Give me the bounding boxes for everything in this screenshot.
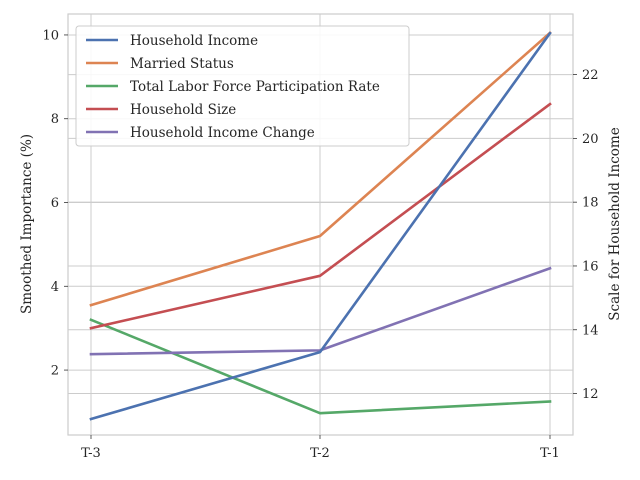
legend-label-household-size: Household Size — [130, 102, 236, 118]
y-axis-label-right: Scale for Household Income — [607, 127, 623, 320]
series-line-total-labor-force-participation-rate — [89, 318, 552, 415]
legend-label-household-income-change: Household Income Change — [130, 125, 315, 141]
legend: Household Income Married Status Total La… — [75, 25, 410, 147]
x-tick-label: T-2 — [310, 446, 330, 461]
legend-box — [75, 25, 410, 147]
y-tick-label-left: 4 — [51, 280, 59, 295]
legend-label-labor-force: Total Labor Force Participation Rate — [130, 79, 380, 95]
y-tick-label-left: 2 — [51, 364, 59, 379]
y-tick-label-right: 18 — [582, 196, 599, 211]
series-line-household-size — [89, 102, 552, 330]
y-tick-label-right: 16 — [582, 259, 599, 274]
axis-layer: T-3 T-2 T-1 2 4 6 8 10 12 14 16 18 20 22 — [42, 28, 598, 461]
y-tick-label-left: 8 — [51, 112, 59, 127]
y-tick-label-left: 10 — [42, 28, 59, 43]
series-layer — [89, 31, 552, 421]
y-tick-label-right: 20 — [582, 132, 599, 147]
series-line-married-status — [89, 31, 552, 307]
legend-label-household-income: Household Income — [130, 33, 258, 49]
y-axis-label-left: Smoothed Importance (%) — [19, 134, 35, 314]
y-tick-label-right: 14 — [582, 323, 599, 338]
y-tick-label-right: 12 — [582, 387, 599, 402]
series-line-household-income — [89, 31, 552, 421]
x-tick-label: T-1 — [540, 446, 560, 461]
legend-label-married-status: Married Status — [130, 56, 234, 72]
plot-frame — [67, 13, 574, 436]
x-tick-label: T-3 — [81, 446, 101, 461]
y-tick-label-right: 22 — [582, 68, 599, 83]
y-tick-label-left: 6 — [51, 196, 59, 211]
